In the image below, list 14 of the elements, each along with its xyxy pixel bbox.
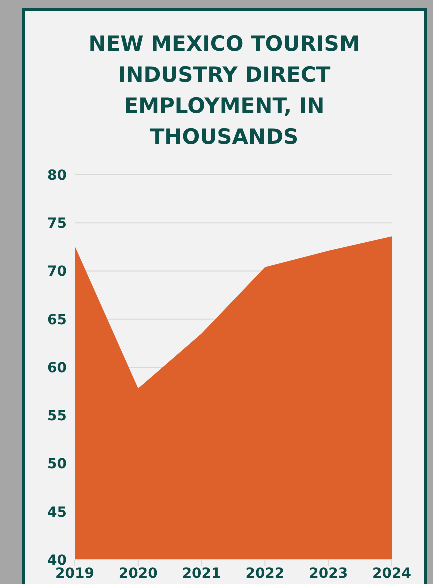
x-tick-label: 2020	[118, 566, 158, 582]
y-tick-label: 65	[48, 312, 67, 328]
y-tick-label: 50	[48, 456, 68, 473]
y-tick-label: 80	[48, 168, 68, 184]
y-tick-label: 70	[48, 264, 68, 280]
y-tick-label: 60	[48, 360, 68, 376]
y-tick-label: 75	[48, 216, 67, 232]
y-tick-label: 45	[48, 504, 67, 521]
x-tick-label: 2024	[372, 566, 412, 582]
y-tick-label: 55	[48, 408, 67, 425]
chart-title: NEW MEXICO TOURISM INDUSTRY DIRECT EMPLOYMENT, IN THOUSANDS	[88, 31, 362, 151]
x-tick-label: 2022	[246, 566, 285, 582]
x-tick-label: 2021	[182, 566, 222, 582]
x-tick-label: 2023	[309, 566, 348, 582]
